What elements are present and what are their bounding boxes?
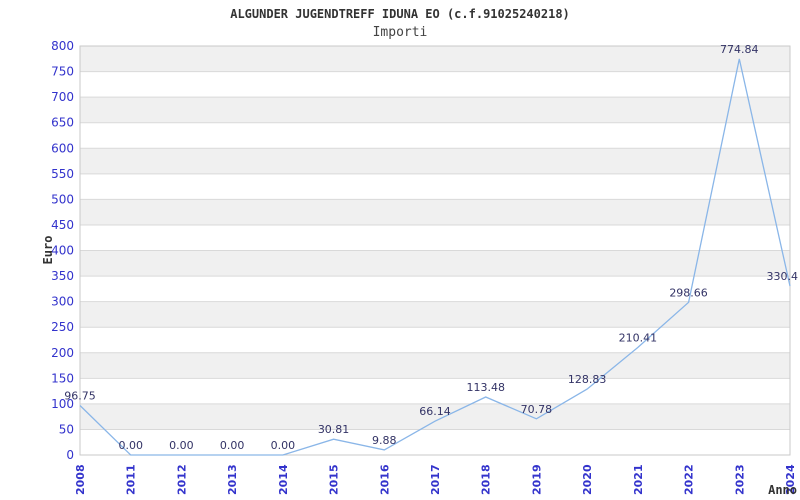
plot-band (80, 71, 790, 98)
data-series-line (79, 58, 791, 456)
x-tick-label: 2008 (74, 464, 87, 495)
plot-band (80, 199, 790, 225)
plot-band (80, 224, 790, 251)
plot-band (80, 173, 790, 200)
plot-band (80, 276, 790, 302)
point-label: 128.83 (568, 373, 607, 386)
chart-subtitle: Importi (372, 25, 428, 40)
point-label: 0.00 (271, 439, 296, 452)
x-axis-title: Anno (768, 483, 797, 497)
point-label: 0.00 (118, 439, 143, 452)
y-tick-label: 0 (66, 448, 74, 462)
point-label: 330.4 (767, 270, 799, 283)
point-label: 70.78 (521, 403, 553, 416)
x-tick-label: 2018 (480, 464, 493, 495)
x-tick-label: 2013 (226, 464, 239, 495)
plot-band (80, 352, 790, 379)
point-label: 298.66 (669, 286, 708, 299)
y-tick-label: 700 (51, 90, 74, 104)
y-tick-label: 300 (51, 295, 74, 309)
x-tick-label: 2012 (175, 464, 188, 495)
y-tick-label: 650 (51, 116, 74, 130)
y-tick-label: 400 (51, 244, 74, 258)
y-tick-label: 750 (51, 65, 74, 79)
point-label: 113.48 (466, 381, 505, 394)
x-tick-label: 2011 (125, 464, 138, 495)
plot-band (80, 301, 790, 328)
y-tick-label: 500 (51, 192, 74, 206)
x-tick-label: 2016 (378, 464, 391, 495)
plot-band (80, 122, 790, 149)
plot-band (80, 378, 790, 404)
point-label: 96.75 (64, 390, 96, 403)
x-tick-label: 2020 (581, 464, 594, 495)
plot-band (80, 429, 790, 455)
y-tick-label: 350 (51, 269, 74, 283)
x-tick-label: 2024 (784, 464, 797, 495)
y-tick-label: 600 (51, 141, 74, 155)
x-tick-label: 2014 (277, 464, 290, 495)
point-label: 9.88 (372, 434, 397, 447)
y-tick-label: 550 (51, 167, 74, 181)
point-label: 0.00 (220, 439, 245, 452)
y-tick-label: 100 (51, 397, 74, 411)
chart-title: ALGUNDER JUGENDTREFF IDUNA EO (c.f.91025… (230, 7, 570, 21)
plot-border (79, 45, 791, 456)
point-label: 66.14 (419, 405, 451, 418)
x-tick-label: 2015 (328, 464, 341, 495)
y-tick-label: 50 (59, 422, 74, 436)
y-tick-label: 800 (51, 39, 74, 53)
y-tick-label: 150 (51, 371, 74, 385)
y-tick-label: 250 (51, 320, 74, 334)
plot-band (80, 148, 790, 174)
plot-band (80, 46, 790, 72)
point-label: 210.41 (619, 331, 658, 344)
plot-band (80, 250, 790, 277)
point-label: 774.84 (720, 43, 759, 56)
x-tick-label: 2022 (683, 464, 696, 495)
plot-band (80, 97, 790, 123)
x-tick-label: 2017 (429, 464, 442, 495)
y-axis-title: Euro (41, 236, 55, 265)
plot-band (80, 327, 790, 353)
point-label: 30.81 (318, 423, 350, 436)
point-label: 0.00 (169, 439, 194, 452)
y-tick-label: 450 (51, 218, 74, 232)
plot-band (80, 403, 790, 430)
x-tick-label: 2023 (733, 464, 746, 495)
y-tick-label: 200 (51, 346, 74, 360)
x-tick-label: 2021 (632, 464, 645, 495)
x-tick-label: 2019 (530, 464, 543, 495)
